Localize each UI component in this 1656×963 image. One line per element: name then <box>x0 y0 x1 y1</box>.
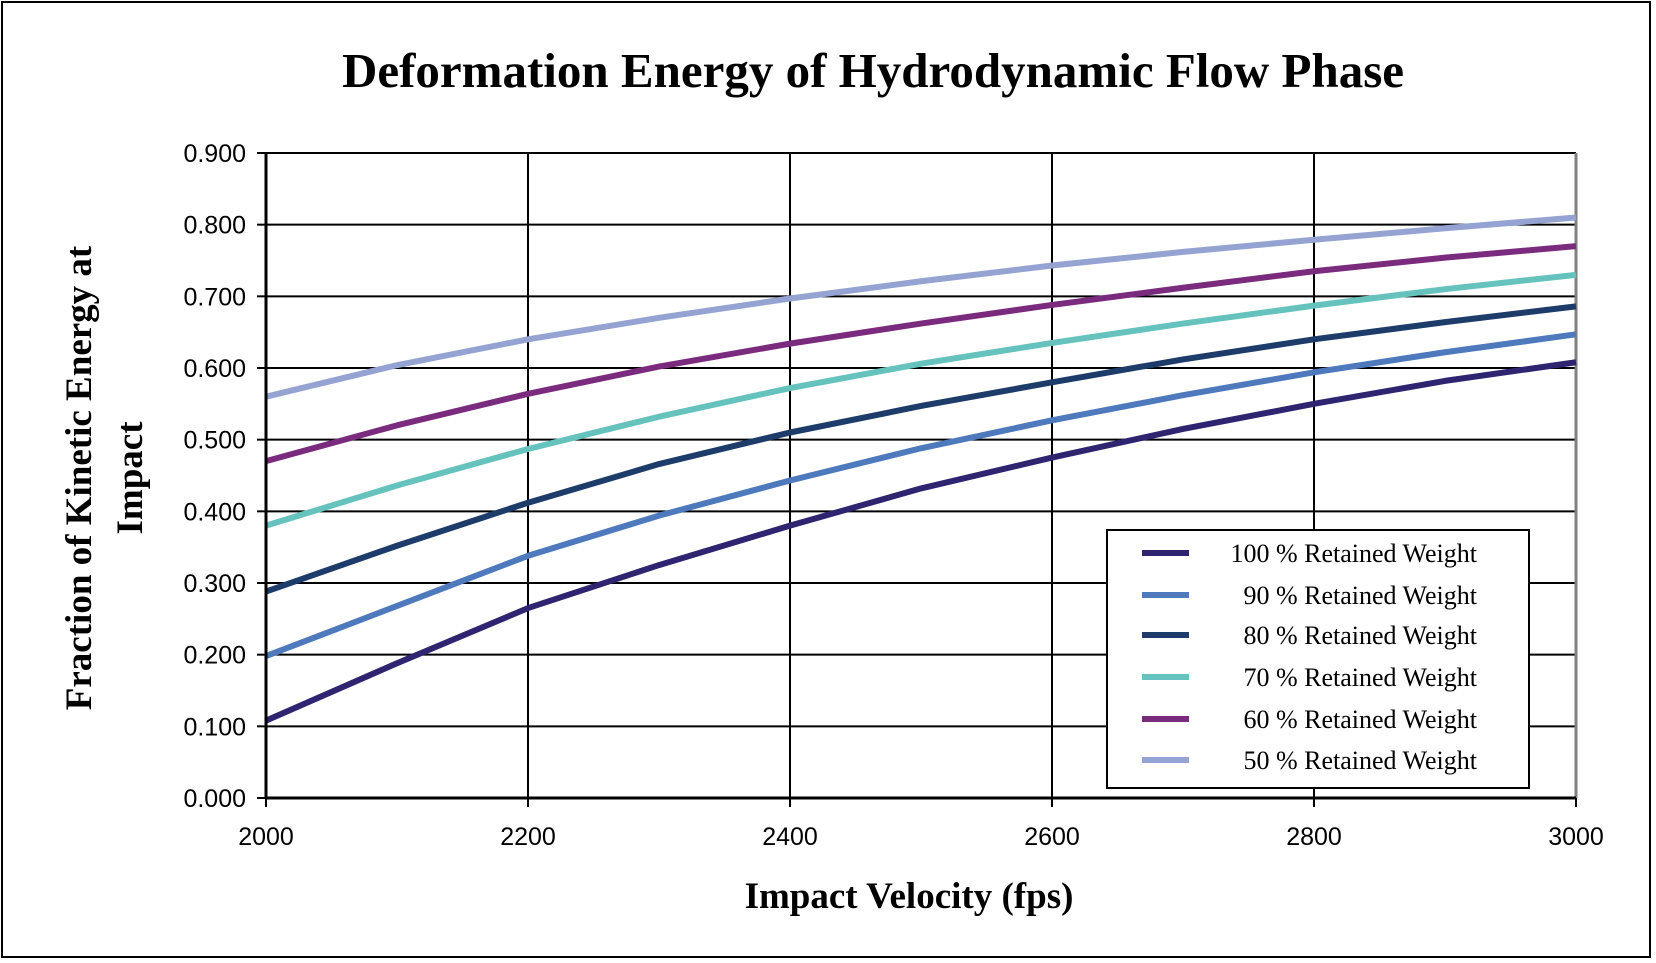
legend-label-3: 80 % Retained Weight <box>1243 621 1477 650</box>
y-tick-label: 0.100 <box>183 713 246 741</box>
chart-title: Deformation Energy of Hydrodynamic Flow … <box>342 43 1404 98</box>
y-tick-label: 0.700 <box>183 283 246 311</box>
legend-label-2: 90 % Retained Weight <box>1243 581 1477 610</box>
y-tick-label: 0.200 <box>183 642 246 670</box>
x-tick-labels: 2000 2200 2400 2600 2800 3000 <box>238 823 1604 851</box>
y-tick-label: 0.300 <box>183 570 246 598</box>
x-tick-label: 2000 <box>238 823 294 851</box>
series-line-6 <box>265 214 1577 400</box>
series-line-2 <box>264 331 1577 659</box>
x-tick-label: 2600 <box>1024 823 1080 851</box>
legend-box <box>1106 529 1530 789</box>
y-tick-label: 0.500 <box>183 427 246 455</box>
x-tick-label: 2800 <box>1286 823 1342 851</box>
x-tick-label: 2400 <box>762 823 818 851</box>
legend-label-6: 50 % Retained Weight <box>1243 746 1477 775</box>
y-axis-label-line-1: Fraction of Kinetic Energy at <box>59 245 100 710</box>
y-tick-label: 0.000 <box>183 785 246 813</box>
y-tick-label: 0.600 <box>183 355 246 383</box>
series-line-5 <box>265 243 1577 465</box>
y-tick-label: 0.900 <box>183 140 246 168</box>
y-tick-label: 0.400 <box>183 498 246 526</box>
y-tick-label: 0.800 <box>183 212 246 240</box>
legend: 100 % Retained Weight 90 % Retained Weigh… <box>1106 529 1530 789</box>
y-axis-label-line-2: Impact <box>110 421 151 535</box>
y-tick-labels: 0.000 0.100 0.200 0.300 0.400 0.500 0.600 0.700… <box>183 140 246 813</box>
series-layer <box>264 214 1577 724</box>
line-chart: Deformation Energy of Hydrodynamic Flow … <box>59 43 1604 917</box>
series-line-4 <box>265 271 1577 529</box>
legend-label-5: 60 % Retained Weight <box>1243 705 1477 734</box>
series-line-1 <box>264 359 1577 724</box>
series-line-3 <box>265 303 1577 595</box>
y-axis-label: Fraction of Kinetic Energy at Impact <box>59 245 151 710</box>
x-tick-label: 3000 <box>1548 823 1604 851</box>
legend-label-4: 70 % Retained Weight <box>1243 663 1477 692</box>
axes <box>257 152 1577 807</box>
legend-label-1: 100 % Retained Weight <box>1230 539 1477 568</box>
x-tick-label: 2200 <box>500 823 556 851</box>
x-axis-label: Impact Velocity (fps) <box>745 876 1074 917</box>
